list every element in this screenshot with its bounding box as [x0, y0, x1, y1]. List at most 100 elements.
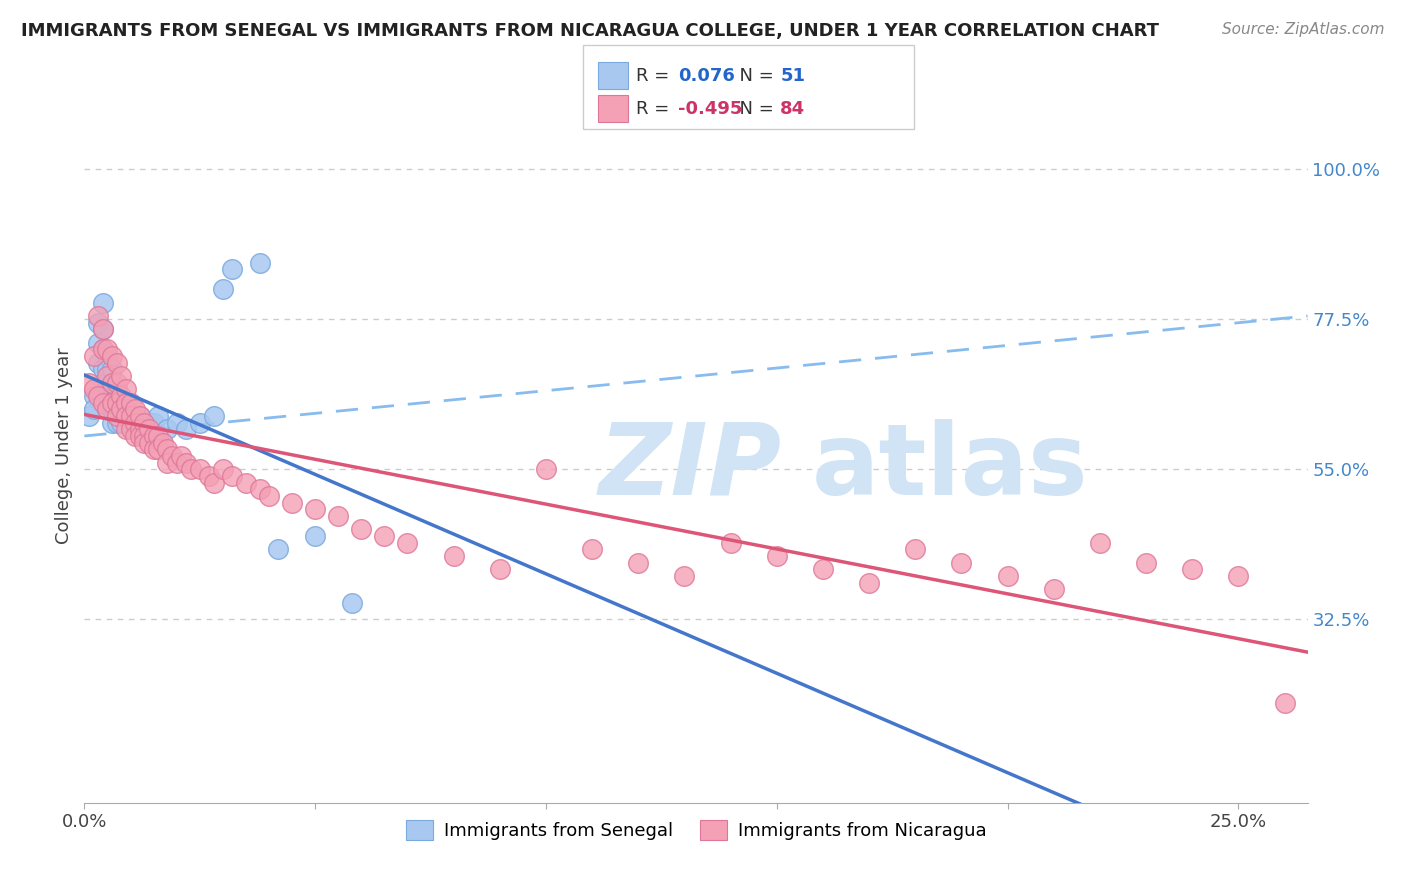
Point [101, 395, 124, 409]
Point [148, 429, 170, 443]
Point [91, 362, 114, 376]
Point [134, 416, 156, 430]
Point [1181, 562, 1204, 576]
Point [128, 409, 150, 423]
Point [128, 409, 150, 423]
Point [221, 262, 243, 277]
Point [134, 429, 156, 443]
Point [134, 416, 156, 430]
Point [534, 462, 557, 476]
Point [188, 462, 211, 476]
Point [904, 542, 927, 557]
Point [96, 349, 118, 363]
Point [281, 496, 304, 510]
Point [120, 409, 142, 423]
Point [101, 376, 124, 390]
Point [105, 382, 128, 396]
Point [811, 562, 834, 576]
Point [1227, 569, 1250, 583]
Point [350, 522, 373, 536]
Point [142, 429, 165, 443]
Point [198, 469, 221, 483]
Point [211, 462, 233, 476]
Point [115, 382, 138, 396]
Point [105, 376, 128, 390]
Point [1088, 535, 1111, 549]
Text: N =: N = [728, 100, 780, 118]
Point [488, 562, 510, 576]
Point [101, 402, 124, 417]
Text: 0.076: 0.076 [678, 67, 734, 85]
Point [87, 356, 110, 370]
Point [91, 395, 114, 409]
Text: IMMIGRANTS FROM SENEGAL VS IMMIGRANTS FROM NICARAGUA COLLEGE, UNDER 1 YEAR CORRE: IMMIGRANTS FROM SENEGAL VS IMMIGRANTS FR… [21, 22, 1159, 40]
Point [87, 389, 110, 403]
Point [340, 596, 363, 610]
Point [170, 449, 193, 463]
Point [110, 416, 132, 430]
Point [91, 343, 114, 357]
Point [148, 442, 170, 457]
Point [211, 282, 233, 296]
Point [142, 442, 165, 457]
Point [1135, 556, 1157, 570]
Point [124, 416, 146, 430]
Point [124, 429, 146, 443]
Point [152, 435, 174, 450]
Point [202, 409, 225, 423]
Point [257, 489, 280, 503]
Text: atlas: atlas [813, 419, 1088, 516]
Point [110, 402, 132, 417]
Point [304, 529, 326, 543]
Point [124, 416, 146, 430]
Point [396, 535, 419, 549]
Point [627, 556, 650, 570]
Point [1042, 582, 1064, 597]
Point [765, 549, 787, 563]
Point [128, 422, 150, 436]
Point [120, 422, 142, 436]
Point [105, 416, 128, 430]
Text: R =: R = [636, 100, 675, 118]
Point [96, 402, 118, 417]
Point [373, 529, 395, 543]
Point [77, 376, 100, 390]
Point [91, 322, 114, 336]
Point [166, 456, 188, 470]
Point [105, 356, 128, 370]
Point [328, 509, 350, 524]
Point [950, 556, 973, 570]
Point [83, 402, 105, 417]
Point [1274, 696, 1296, 710]
Point [673, 569, 696, 583]
Point [91, 376, 114, 390]
Point [115, 409, 138, 423]
Point [105, 409, 128, 423]
Point [443, 549, 465, 563]
Point [115, 422, 138, 436]
Y-axis label: College, Under 1 year: College, Under 1 year [55, 348, 73, 544]
Point [124, 409, 146, 423]
Text: N =: N = [728, 67, 780, 85]
Point [83, 382, 105, 396]
Text: R =: R = [636, 67, 675, 85]
Point [96, 368, 118, 383]
Point [87, 309, 110, 323]
Point [105, 395, 128, 409]
Point [160, 449, 183, 463]
Point [120, 416, 142, 430]
Point [110, 389, 132, 403]
Point [720, 535, 742, 549]
Point [156, 456, 179, 470]
Point [304, 502, 326, 516]
Point [101, 389, 124, 403]
Point [91, 343, 114, 357]
Point [581, 542, 603, 557]
Point [138, 422, 160, 436]
Point [91, 295, 114, 310]
Point [221, 469, 243, 483]
Point [180, 462, 202, 476]
Text: Source: ZipAtlas.com: Source: ZipAtlas.com [1222, 22, 1385, 37]
Point [87, 335, 110, 350]
Point [267, 542, 290, 557]
